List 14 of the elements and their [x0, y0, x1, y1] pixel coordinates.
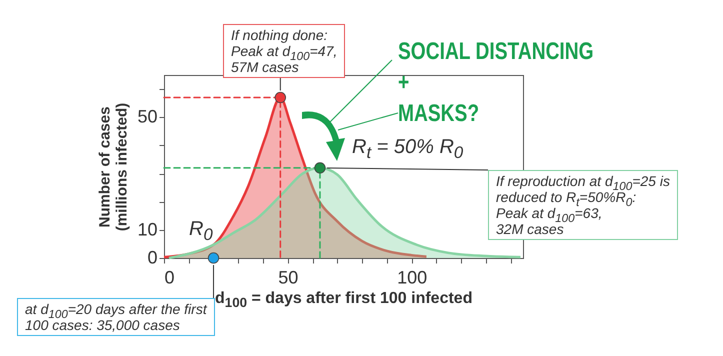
x-tick-label: 0 — [164, 268, 175, 288]
x-axis-title: d$_{100}$ = days after first 100 infected — [215, 290, 472, 310]
annotation: If nothing done: Peak at d$_{100}$=47, 57M cases — [231, 27, 338, 75]
annotation: R$_{0}$ — [189, 218, 213, 244]
y-tick-label: 10 — [137, 219, 158, 240]
y-tick-label: 0 — [147, 248, 158, 268]
y-axis-title: Number of cases (millions infected) — [96, 102, 130, 232]
annotation: R$_{t}$ = 50% R$_{0}$ — [352, 136, 464, 162]
x-tick-label: 100 — [397, 268, 428, 288]
text: If reproduction at d$_{100}$=25 is reduced to R$_{t}$=50%R$_{0}$: Peak at d$_{100}$=63, 32M cases — [496, 173, 670, 237]
x-tick-label: 50 — [278, 268, 298, 288]
annotation: SOCIAL DISTANCING + MASKS? — [398, 37, 594, 129]
annotation: at d$_{100}$=20 days after the first 100 cases: 35,000 cases — [25, 301, 207, 333]
y-tick-label: 50 — [137, 106, 158, 127]
